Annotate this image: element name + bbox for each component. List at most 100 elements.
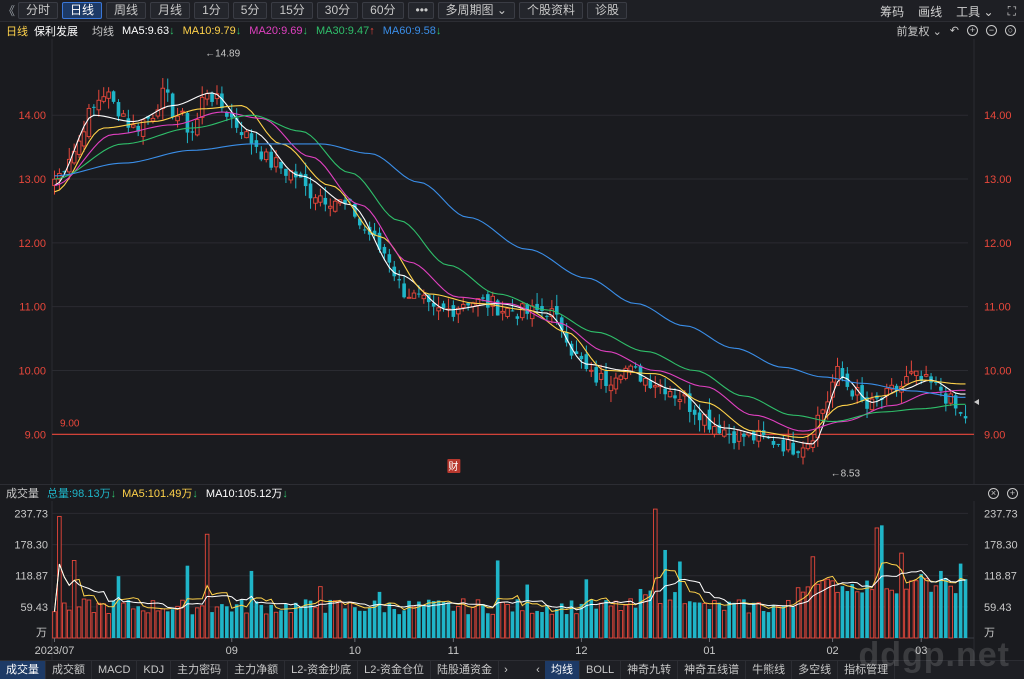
- stock-name[interactable]: 保利发展: [34, 25, 78, 38]
- draw-line-button[interactable]: 画线: [918, 4, 943, 19]
- tab-period-6[interactable]: 15分: [271, 2, 313, 19]
- volume-bar: [303, 599, 308, 638]
- volume-bar: [840, 586, 845, 638]
- volume-bar: [776, 605, 781, 639]
- candle-body: [327, 205, 333, 209]
- indicator-tab-left-8[interactable]: 陆股通资金: [431, 661, 499, 679]
- close-icon[interactable]: ×: [988, 488, 999, 499]
- settings-icon[interactable]: ○: [1005, 25, 1016, 36]
- volume-bar: [678, 561, 682, 638]
- indicator-tab-left-3[interactable]: KDJ: [137, 661, 172, 679]
- candle-body: [860, 385, 864, 401]
- indicator-tab-left-5[interactable]: 主力净额: [228, 661, 286, 679]
- ma-value-0: MA5:9.63↓: [122, 25, 175, 37]
- volume-ma5: MA5:101.49万↓: [122, 485, 198, 501]
- candle-body: [923, 374, 929, 377]
- indicator-tab-right-6[interactable]: 指标管理: [838, 661, 896, 679]
- volume-bar: [825, 578, 830, 639]
- indicator-tab-left-2[interactable]: MACD: [92, 661, 138, 679]
- indicator-tab-right-0[interactable]: 均线: [544, 661, 580, 679]
- volume-bar: [904, 588, 909, 639]
- candle-body: [604, 370, 608, 386]
- candle-body: [441, 303, 446, 309]
- candle-body: [210, 92, 214, 102]
- volume-bar: [598, 602, 604, 639]
- candle-body: [535, 303, 539, 310]
- adjust-mode-dropdown[interactable]: 前复权 ⌄: [897, 23, 942, 39]
- candle-body: [411, 292, 417, 299]
- volume-bar: [721, 609, 727, 639]
- volume-bar: [269, 604, 273, 638]
- indicator-tab-right-3[interactable]: 神奇五线谱: [678, 661, 747, 679]
- diagnose-button[interactable]: 诊股: [586, 2, 627, 19]
- tab-period-2[interactable]: 周线: [106, 2, 147, 19]
- chips-button[interactable]: 筹码: [880, 4, 905, 19]
- volume-bar: [353, 607, 357, 638]
- volume-bar: [929, 591, 933, 638]
- volume-bar: [727, 601, 731, 638]
- indicator-tab-right-1[interactable]: BOLL: [580, 661, 622, 679]
- fullscreen-icon[interactable]: ⛶: [1007, 3, 1016, 18]
- multi-period-dropdown[interactable]: 多周期图 ⌄: [437, 2, 515, 19]
- candle-body: [781, 439, 786, 452]
- tab-period-4[interactable]: 1分: [194, 2, 229, 19]
- volume-bar: [939, 570, 943, 638]
- candle-body: [520, 303, 525, 319]
- indicator-tab-left-1[interactable]: 成交额: [46, 661, 92, 679]
- tab-period-8[interactable]: 60分: [362, 2, 404, 19]
- volume-bar: [594, 608, 598, 638]
- candlestick-chart[interactable]: 14.00 14.00 13.00 13.00 12.00 12.00 11.00 11.00…: [0, 39, 1024, 484]
- stock-info-button[interactable]: 个股资料: [518, 2, 583, 19]
- volume-bar: [441, 601, 446, 638]
- tab-period-5[interactable]: 5分: [232, 2, 268, 19]
- ma-indicator-label[interactable]: 均线: [92, 25, 114, 38]
- candle-body: [451, 305, 456, 317]
- indicator-tab-right-2[interactable]: 神奇九转: [621, 661, 679, 679]
- tab-period-0[interactable]: 分时: [18, 2, 59, 19]
- undo-icon[interactable]: ↶: [949, 25, 959, 37]
- volume-chart[interactable]: 237.73 237.73 178.30 178.30 118.87 118.87 59.4…: [0, 501, 1024, 660]
- ma-value-4: MA60:9.58↓: [383, 25, 442, 37]
- price-tick-label-right: 11.00: [984, 302, 1011, 314]
- add-icon[interactable]: +: [1007, 488, 1018, 499]
- zoom-in-icon[interactable]: +: [967, 25, 978, 36]
- candle-body: [273, 157, 279, 168]
- candle-body: [279, 161, 283, 169]
- tools-dropdown[interactable]: 工具 ⌄: [956, 3, 993, 20]
- chevron-left-icon[interactable]: ‹: [536, 664, 540, 676]
- indicator-tab-right-4[interactable]: 牛熊线: [746, 661, 793, 679]
- arrow-down-icon: ↓: [235, 24, 242, 37]
- collapse-button[interactable]: 《: [2, 4, 15, 18]
- candle-body: [761, 430, 766, 436]
- volume-bar: [140, 610, 146, 639]
- tab-period-3[interactable]: 月线: [150, 2, 191, 19]
- tab-period-1[interactable]: 日线: [62, 2, 103, 19]
- indicator-tab-left-4[interactable]: 主力密码: [171, 661, 229, 679]
- candle-body: [687, 393, 692, 412]
- zoom-out-icon[interactable]: −: [986, 25, 997, 36]
- candle-body: [417, 293, 421, 295]
- volume-total: 总量:98.13万↓: [47, 485, 116, 501]
- candle-body: [313, 197, 318, 204]
- adjust-mode-label: 前复权: [896, 25, 930, 38]
- more-button[interactable]: •••: [407, 2, 434, 19]
- volume-bar: [71, 559, 77, 639]
- candle-body: [505, 307, 510, 317]
- indicator-tab-left-7[interactable]: L2-资金仓位: [358, 661, 431, 679]
- candle-body: [766, 437, 771, 439]
- candle-body: [244, 131, 249, 139]
- candle-body: [618, 375, 624, 380]
- chevron-right-icon[interactable]: ›: [504, 664, 508, 676]
- price-tick-label-right: 14.00: [984, 110, 1012, 122]
- candle-body: [692, 409, 697, 415]
- candle-body: [66, 158, 72, 173]
- volume-bar: [347, 601, 353, 639]
- indicator-tab-right-5[interactable]: 多空线: [792, 661, 839, 679]
- tab-period-7[interactable]: 30分: [316, 2, 359, 19]
- candle-body: [736, 429, 742, 442]
- indicator-tab-left-6[interactable]: L2-资金抄底: [285, 661, 359, 679]
- volume-bar: [362, 610, 367, 638]
- indicator-tab-left-0[interactable]: 成交量: [0, 661, 46, 679]
- volume-bar: [456, 605, 461, 639]
- volume-bar: [131, 608, 136, 639]
